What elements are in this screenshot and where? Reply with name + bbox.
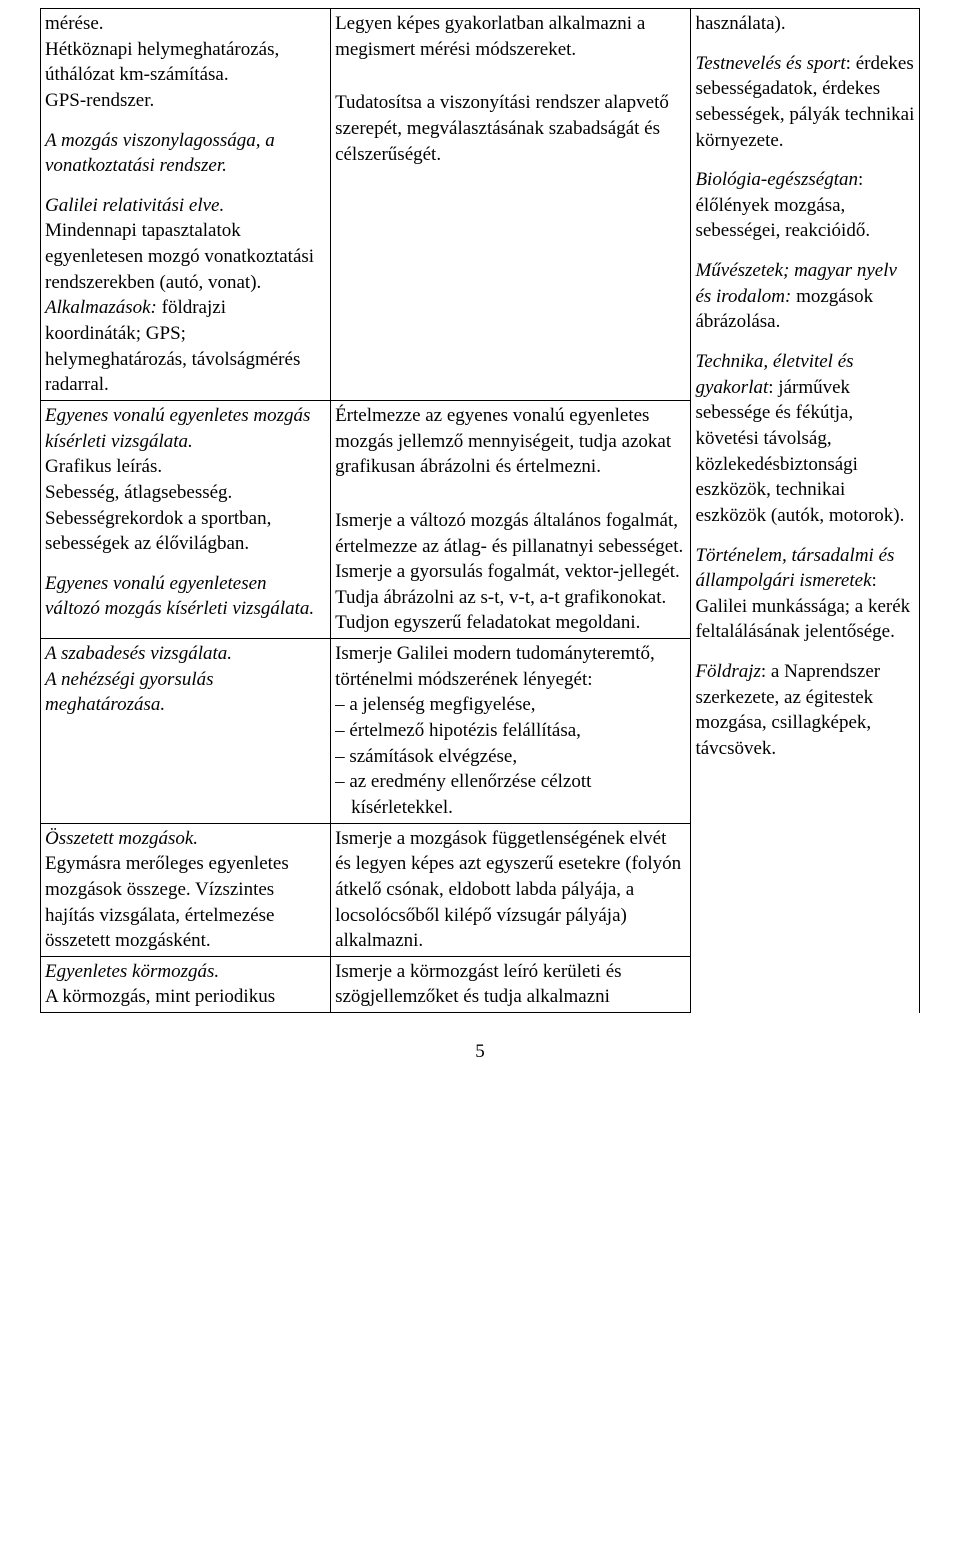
text-italic: Összetett mozgások. — [45, 828, 198, 849]
text-italic: Egyenletes körmozgás. — [45, 961, 219, 982]
list: a jelenség megfigyelése, értelmező hipot… — [335, 692, 686, 820]
text: mérése. — [45, 13, 104, 34]
text-italic: Alkalmazások: — [45, 297, 157, 318]
text: Ismerje a mozgások függetlenségének elvé… — [335, 826, 686, 954]
text: Sebességrekordok a sportban, sebességek … — [45, 508, 271, 555]
cell-requirement: Ismerje a körmozgást leíró kerületi és s… — [331, 956, 691, 1012]
text: Ismerje a változó mozgás általános fogal… — [335, 510, 683, 557]
text-italic: A szabadesés vizsgálata. — [45, 643, 232, 664]
cell-topic: Összetett mozgások. Egymásra merőleges e… — [41, 823, 331, 956]
text: A körmozgás, mint periodikus — [45, 986, 275, 1007]
text: Sebesség, átlagsebesség. — [45, 482, 232, 503]
text-italic: Biológia-egészségtan — [695, 169, 858, 190]
text: : járművek sebessége és fékútja, követés… — [695, 377, 904, 526]
cell-topic: Egyenletes körmozgás. A körmozgás, mint … — [41, 956, 331, 1012]
text: Grafikus leírás. — [45, 456, 162, 477]
cell-connections: használata). Testnevelés és sport: érdek… — [691, 9, 920, 1013]
text: használata). — [695, 11, 915, 37]
text: Tudatosítsa a viszonyítási rendszer alap… — [335, 90, 686, 167]
curriculum-table: mérése. Hétköznapi helymeghatározás, úth… — [40, 8, 920, 1013]
text: Egymásra merőleges egyenletes mozgások ö… — [45, 853, 289, 951]
cell-topic: A szabadesés vizsgálata. A nehézségi gyo… — [41, 639, 331, 823]
text-italic: Egyenes vonalú egyenletesen változó mozg… — [45, 571, 326, 622]
text-italic: Testnevelés és sport — [695, 53, 845, 74]
text: Értelmezze az egyenes vonalú egyenletes … — [335, 403, 686, 480]
text: Legyen képes gyakorlatban alkalmazni a m… — [335, 11, 686, 62]
cell-requirement: Ismerje a mozgások függetlenségének elvé… — [331, 823, 691, 956]
text: Ismerje Galilei modern tudományteremtő, … — [335, 641, 686, 692]
cell-requirement: Értelmezze az egyenes vonalú egyenletes … — [331, 400, 691, 638]
list-item: a jelenség megfigyelése, — [351, 692, 686, 718]
text-italic: Egyenes vonalú egyenletes mozgás kísérle… — [45, 405, 310, 452]
cell-requirement: Legyen képes gyakorlatban alkalmazni a m… — [331, 9, 691, 401]
document-page: mérése. Hétköznapi helymeghatározás, úth… — [0, 0, 960, 1093]
cell-topic: mérése. Hétköznapi helymeghatározás, úth… — [41, 9, 331, 401]
text-italic: A nehézségi gyorsulás meghatározása. — [45, 669, 214, 716]
table-row: mérése. Hétköznapi helymeghatározás, úth… — [41, 9, 920, 401]
list-item: az eredmény ellenőrzése célzott kísérlet… — [351, 769, 686, 820]
text: Ismerje a gyorsulás fogalmát, vektor-jel… — [335, 561, 680, 582]
page-number: 5 — [40, 1041, 920, 1063]
cell-requirement: Ismerje Galilei modern tudományteremtő, … — [331, 639, 691, 823]
text-italic: Galilei relativitási elve. — [45, 195, 224, 216]
text-italic: Földrajz — [695, 661, 760, 682]
list-item: értelmező hipotézis felállítása, — [351, 718, 686, 744]
text-italic: A mozgás viszonylagossága, a vonatkoztat… — [45, 128, 326, 179]
text: GPS-rendszer. — [45, 90, 154, 111]
text: Hétköznapi helymeghatározás, úthálózat k… — [45, 39, 279, 86]
text: Ismerje a körmozgást leíró kerületi és s… — [335, 961, 621, 1008]
text: Tudjon egyszerű feladatokat megoldani. — [335, 612, 640, 633]
list-item: számítások elvégzése, — [351, 744, 686, 770]
text: Mindennapi tapasztalatok egyenletesen mo… — [45, 220, 314, 292]
text-italic: Történelem, társadalmi és állampolgári i… — [695, 545, 894, 592]
cell-topic: Egyenes vonalú egyenletes mozgás kísérle… — [41, 400, 331, 638]
text: Tudja ábrázolni az s-t, v-t, a-t grafiko… — [335, 587, 666, 608]
